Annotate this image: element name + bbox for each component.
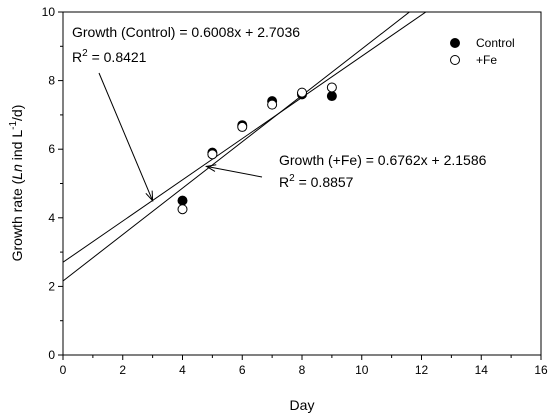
x-axis: 0 2 4 6 8 10 12 14 16	[60, 355, 548, 377]
x-tick-label: 12	[415, 363, 429, 377]
fit-lines	[63, 12, 427, 282]
data-point-fe	[207, 149, 218, 160]
y-axis-label: Growth rate (Ln ind L-1/d)	[8, 105, 25, 262]
data-points	[177, 82, 337, 215]
arrow-control-head	[145, 190, 154, 202]
x-tick-label: 6	[239, 363, 246, 377]
fe-equation: Growth (+Fe) = 0.6762x + 2.1586	[279, 152, 487, 168]
control-equation: Growth (Control) = 0.6008x + 2.7036	[72, 24, 300, 40]
fit-line-fe	[63, 12, 411, 282]
legend-marker-fe	[450, 55, 460, 65]
data-point-fe	[177, 204, 188, 215]
y-tick-label: 0	[48, 348, 55, 362]
data-point-control	[326, 91, 337, 102]
y-tick-label: 2	[48, 279, 55, 293]
data-point-fe	[326, 82, 337, 93]
data-point-fe	[297, 87, 307, 98]
x-tick-label: 2	[119, 363, 126, 377]
arrow-fe	[206, 165, 263, 178]
data-point-fe	[267, 99, 278, 110]
legend-label-fe: +Fe	[476, 53, 497, 67]
y-tick-label: 4	[48, 211, 55, 225]
x-tick-label: 4	[179, 363, 186, 377]
legend: Control +Fe	[450, 36, 515, 67]
x-tick-label: 8	[299, 363, 306, 377]
x-tick-label: 14	[475, 363, 489, 377]
legend-label-control: Control	[476, 36, 515, 50]
annotation-arrows	[98, 72, 263, 202]
x-tick-label: 0	[60, 363, 67, 377]
x-tick-label: 10	[355, 363, 369, 377]
arrow-fe-head	[204, 164, 217, 172]
x-axis-label: Day	[290, 397, 315, 413]
y-tick-label: 8	[48, 74, 55, 88]
data-point-control	[177, 195, 188, 206]
y-tick-label: 10	[42, 5, 56, 19]
arrow-control	[98, 72, 154, 201]
fe-r2: R2 = 0.8857	[279, 173, 354, 190]
data-point-fe	[237, 121, 248, 132]
legend-marker-control	[450, 38, 460, 48]
x-tick-label: 16	[534, 363, 548, 377]
control-r2: R2 = 0.8421	[72, 48, 147, 65]
y-tick-label: 6	[48, 142, 55, 156]
y-axis: 0 2 4 6 8 10	[42, 5, 63, 362]
